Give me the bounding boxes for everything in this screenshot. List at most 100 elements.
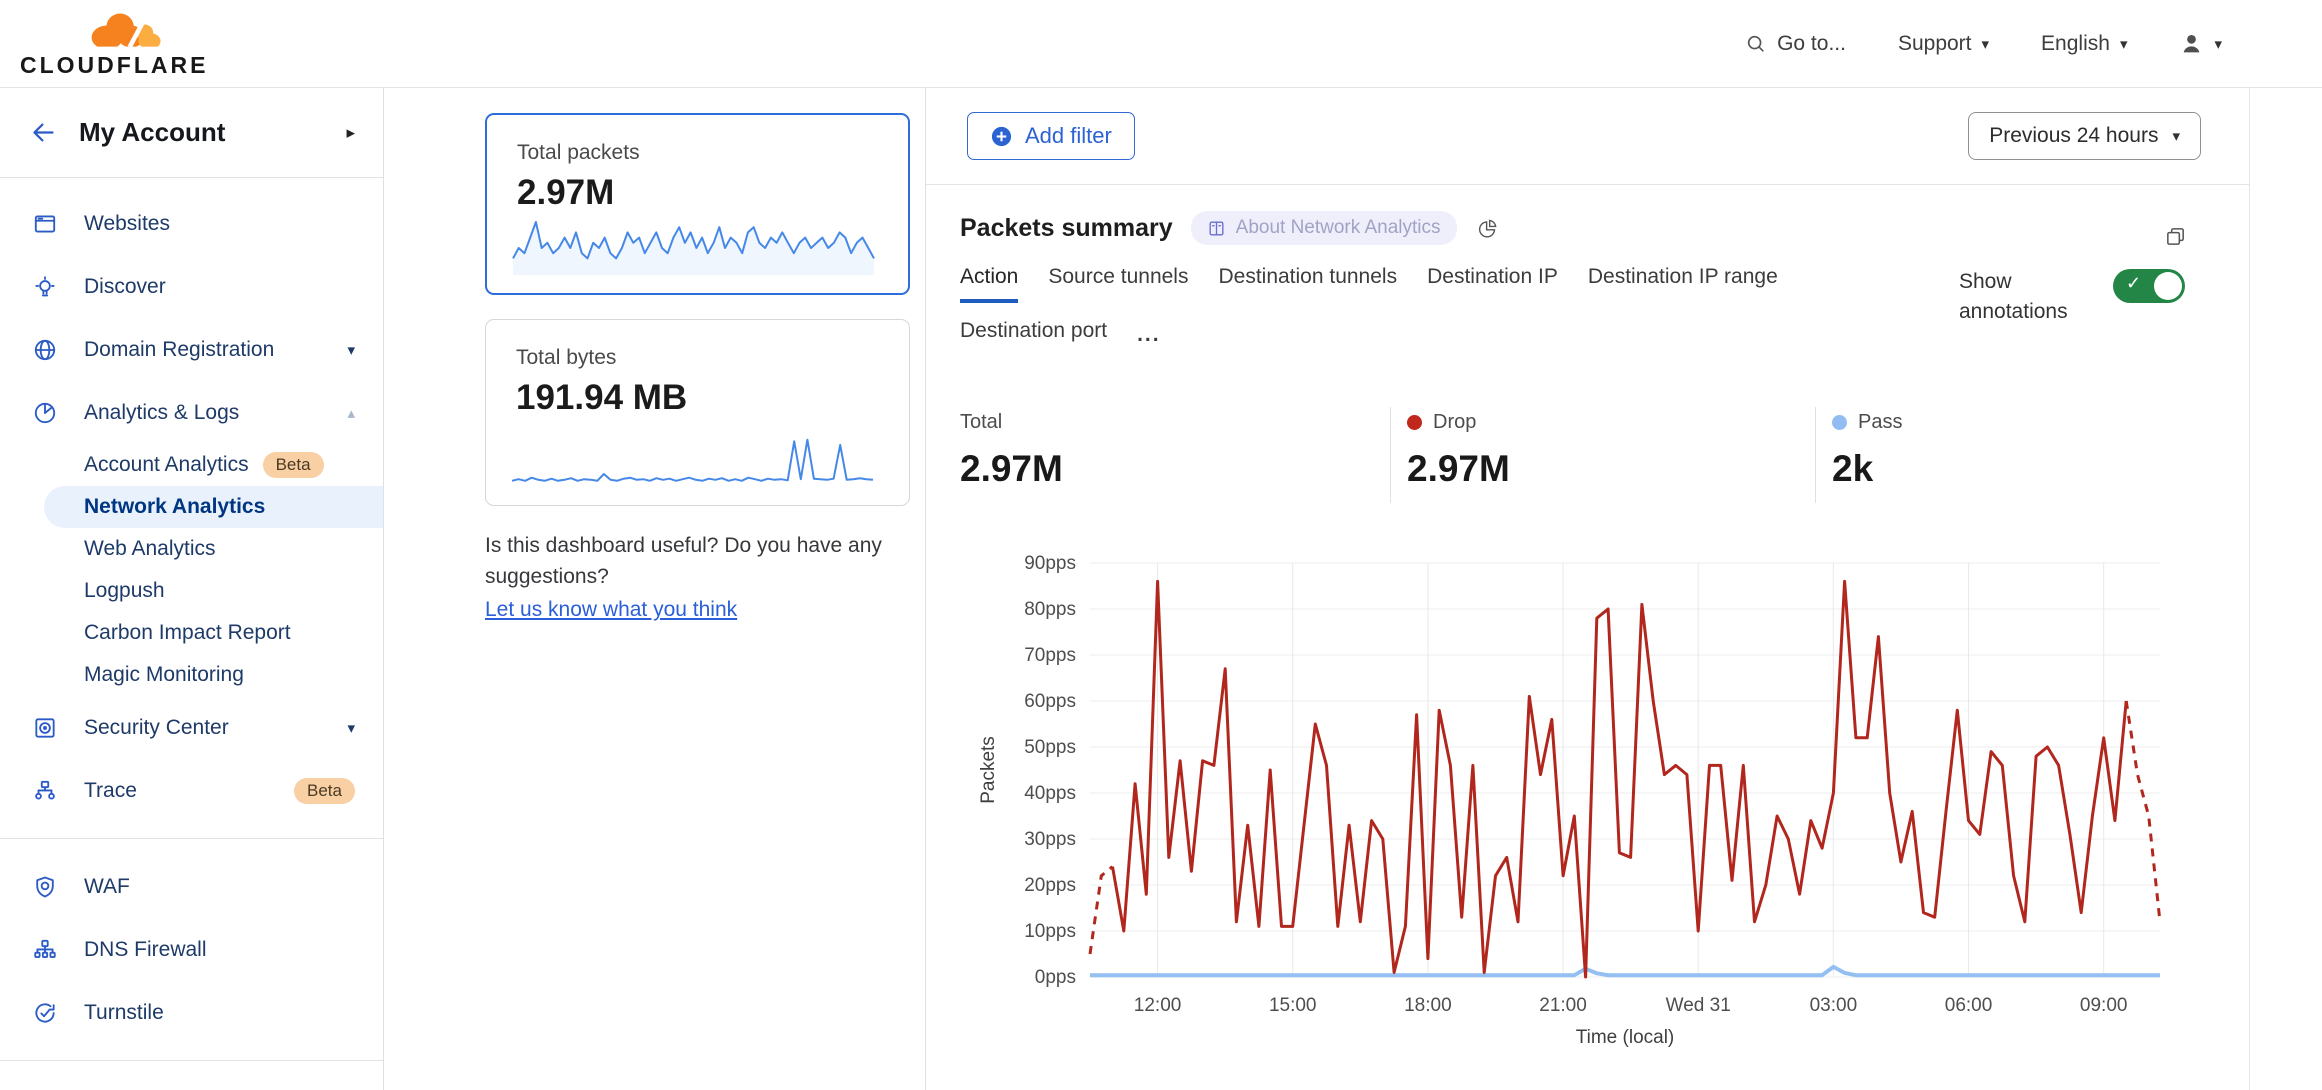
tab-destination-port[interactable]: Destination port (960, 319, 1108, 342)
feedback-link[interactable]: Let us know what you think (485, 598, 738, 621)
chevron-down-icon: ▾ (2119, 35, 2128, 53)
svg-text:06:00: 06:00 (1945, 995, 1993, 1016)
trace-icon (32, 778, 58, 804)
summary-column: Total packets 2.97M Total bytes 191.94 M… (385, 88, 926, 1090)
sidebar-item-carbon-impact-report[interactable]: Carbon Impact Report (0, 612, 383, 654)
account-title[interactable]: My Account (79, 117, 226, 147)
back-arrow-icon[interactable] (30, 119, 57, 146)
svg-text:21:00: 21:00 (1539, 995, 1587, 1016)
show-annotations-control: Show annotations ✓ (1959, 267, 2185, 327)
stat-value: 2k (1832, 448, 1874, 489)
tab-destination-ip[interactable]: Destination IP (1427, 265, 1558, 288)
svg-text:10pps: 10pps (1024, 921, 1076, 942)
globe-icon (32, 337, 58, 363)
cloudflare-cloud-icon (87, 13, 164, 54)
cloudflare-logo[interactable]: CLOUDFLARE (20, 8, 205, 79)
svg-text:03:00: 03:00 (1810, 995, 1858, 1016)
tabs-row: Action Source tunnels Destination tunnels D… (960, 265, 2185, 357)
goto-search[interactable]: Go to... (1745, 32, 1846, 56)
book-icon (1209, 220, 1224, 236)
panel-title: Packets summary (960, 213, 1173, 242)
feedback-question: Is this dashboard useful? Do you have an… (485, 534, 882, 588)
packets-sparkline (512, 221, 875, 275)
packets-summary-panel: Packets summary About Network Analytics (926, 211, 2249, 1062)
bytes-sparkline (511, 438, 874, 482)
sidebar-item-waf[interactable]: WAF (0, 855, 383, 918)
sidebar-item-analytics-logs[interactable]: Analytics & Logs ▴ (0, 381, 383, 444)
sidebar-item-trace[interactable]: Trace Beta (0, 759, 383, 822)
beta-badge: Beta (262, 452, 324, 478)
beta-badge: Beta (294, 777, 355, 804)
chevron-down-icon: ▾ (1981, 35, 1990, 53)
sidebar-item-magic-monitoring[interactable]: Magic Monitoring (0, 654, 383, 696)
pie-chart-icon (32, 400, 58, 426)
support-menu[interactable]: Support ▾ (1898, 32, 1989, 56)
sidebar-item-network-analytics[interactable]: Network Analytics (44, 486, 383, 528)
card-title: Total packets (517, 141, 640, 164)
time-range-label: Previous 24 hours (1989, 124, 2159, 147)
show-annotations-label: Show annotations (1959, 270, 2068, 323)
sidebar-item-logpush[interactable]: Logpush (0, 570, 383, 612)
sidebar-item-websites[interactable]: Websites (0, 192, 383, 255)
panel-header: Packets summary About Network Analytics (960, 211, 2185, 245)
pie-chart-icon[interactable] (1477, 218, 1498, 239)
toggle-knob (2154, 272, 2182, 300)
time-range-dropdown[interactable]: Previous 24 hours ▾ (1968, 112, 2201, 160)
tab-action[interactable]: Action (960, 265, 1019, 303)
add-filter-label: Add filter (1025, 123, 1112, 148)
chart-container: 0pps 10pps 20pps 30pps 40pps 50pps 60pps 70pps 8… (926, 537, 2249, 1062)
support-label: Support (1897, 31, 1972, 55)
sidebar-item-turnstile[interactable]: Turnstile (0, 981, 383, 1044)
sidebar-item-security-center[interactable]: Security Center ▾ (0, 696, 383, 759)
more-tabs-button[interactable]: ... (1137, 323, 1161, 346)
svg-text:15:00: 15:00 (1269, 995, 1317, 1016)
sidebar-item-label: Domain Registration (84, 337, 275, 361)
sidebar-item-account-analytics[interactable]: Account Analytics Beta (0, 444, 383, 486)
chevron-right-icon[interactable]: ▸ (346, 122, 355, 142)
sidebar-item-label: Turnstile (84, 1000, 164, 1024)
sidebar-item-web-analytics[interactable]: Web Analytics (0, 528, 383, 570)
total-bytes-card[interactable]: Total bytes 191.94 MB (485, 319, 910, 506)
person-icon (2184, 34, 2200, 53)
language-label: English (2041, 31, 2110, 55)
svg-text:Packets: Packets (978, 736, 999, 804)
add-filter-button[interactable]: Add filter (967, 112, 1135, 160)
packets-time-series-chart[interactable]: 0pps 10pps 20pps 30pps 40pps 50pps 60pps 70pps 8… (926, 537, 2250, 1057)
show-annotations-toggle[interactable]: ✓ (2113, 269, 2185, 303)
filter-toolbar: Add filter Previous 24 hours ▾ (926, 88, 2249, 185)
safe-icon (32, 715, 58, 741)
tabs: Action Source tunnels Destination tunnels D… (960, 265, 1840, 357)
stat-total: Total 2.97M (926, 407, 1390, 503)
tab-destination-ip-range[interactable]: Destination IP range (1587, 265, 1778, 288)
sidebar-divider (0, 838, 383, 839)
svg-text:90pps: 90pps (1024, 553, 1076, 574)
top-header: CLOUDFLARE Go to... Support ▾ English ▾ (0, 0, 2322, 88)
dns-tree-icon (32, 937, 58, 963)
sidebar-item-dns-firewall[interactable]: DNS Firewall (0, 918, 383, 981)
account-menu[interactable]: ▾ (2179, 31, 2222, 56)
sidebar-item-label: Carbon Impact Report (84, 621, 291, 644)
sidebar-item-domain-registration[interactable]: Domain Registration ▾ (0, 318, 383, 381)
svg-text:60pps: 60pps (1024, 691, 1076, 712)
cloudflare-wordmark: CLOUDFLARE (20, 52, 209, 78)
language-menu[interactable]: English ▾ (2041, 32, 2127, 56)
sidebar-item-discover[interactable]: Discover (0, 255, 383, 318)
sidebar-item-label: Analytics & Logs (84, 400, 240, 424)
stat-label: Total (960, 411, 1003, 433)
total-packets-card[interactable]: Total packets 2.97M (485, 113, 910, 295)
stat-label: Drop (1407, 411, 1815, 434)
duplicate-icon[interactable] (2164, 225, 2187, 253)
stat-drop: Drop 2.97M (1390, 407, 1815, 503)
svg-text:40pps: 40pps (1024, 783, 1076, 804)
sidebar: My Account ▸ Websites Discover Domain Regi… (0, 88, 384, 1090)
tab-destination-tunnels[interactable]: Destination tunnels (1218, 265, 1398, 288)
sidebar-item-label: Trace (84, 778, 137, 802)
sidebar-item-item[interactable] (0, 1077, 383, 1090)
about-badge[interactable]: About Network Analytics (1190, 211, 1457, 245)
svg-text:12:00: 12:00 (1134, 995, 1182, 1016)
stats-row: Total 2.97M Drop 2.97M Pass 2k (926, 407, 2249, 503)
sidebar-item-label: Network Analytics (84, 495, 266, 518)
card-value: 191.94 MB (516, 378, 688, 417)
svg-text:0pps: 0pps (1035, 967, 1076, 988)
tab-source-tunnels[interactable]: Source tunnels (1048, 265, 1189, 288)
